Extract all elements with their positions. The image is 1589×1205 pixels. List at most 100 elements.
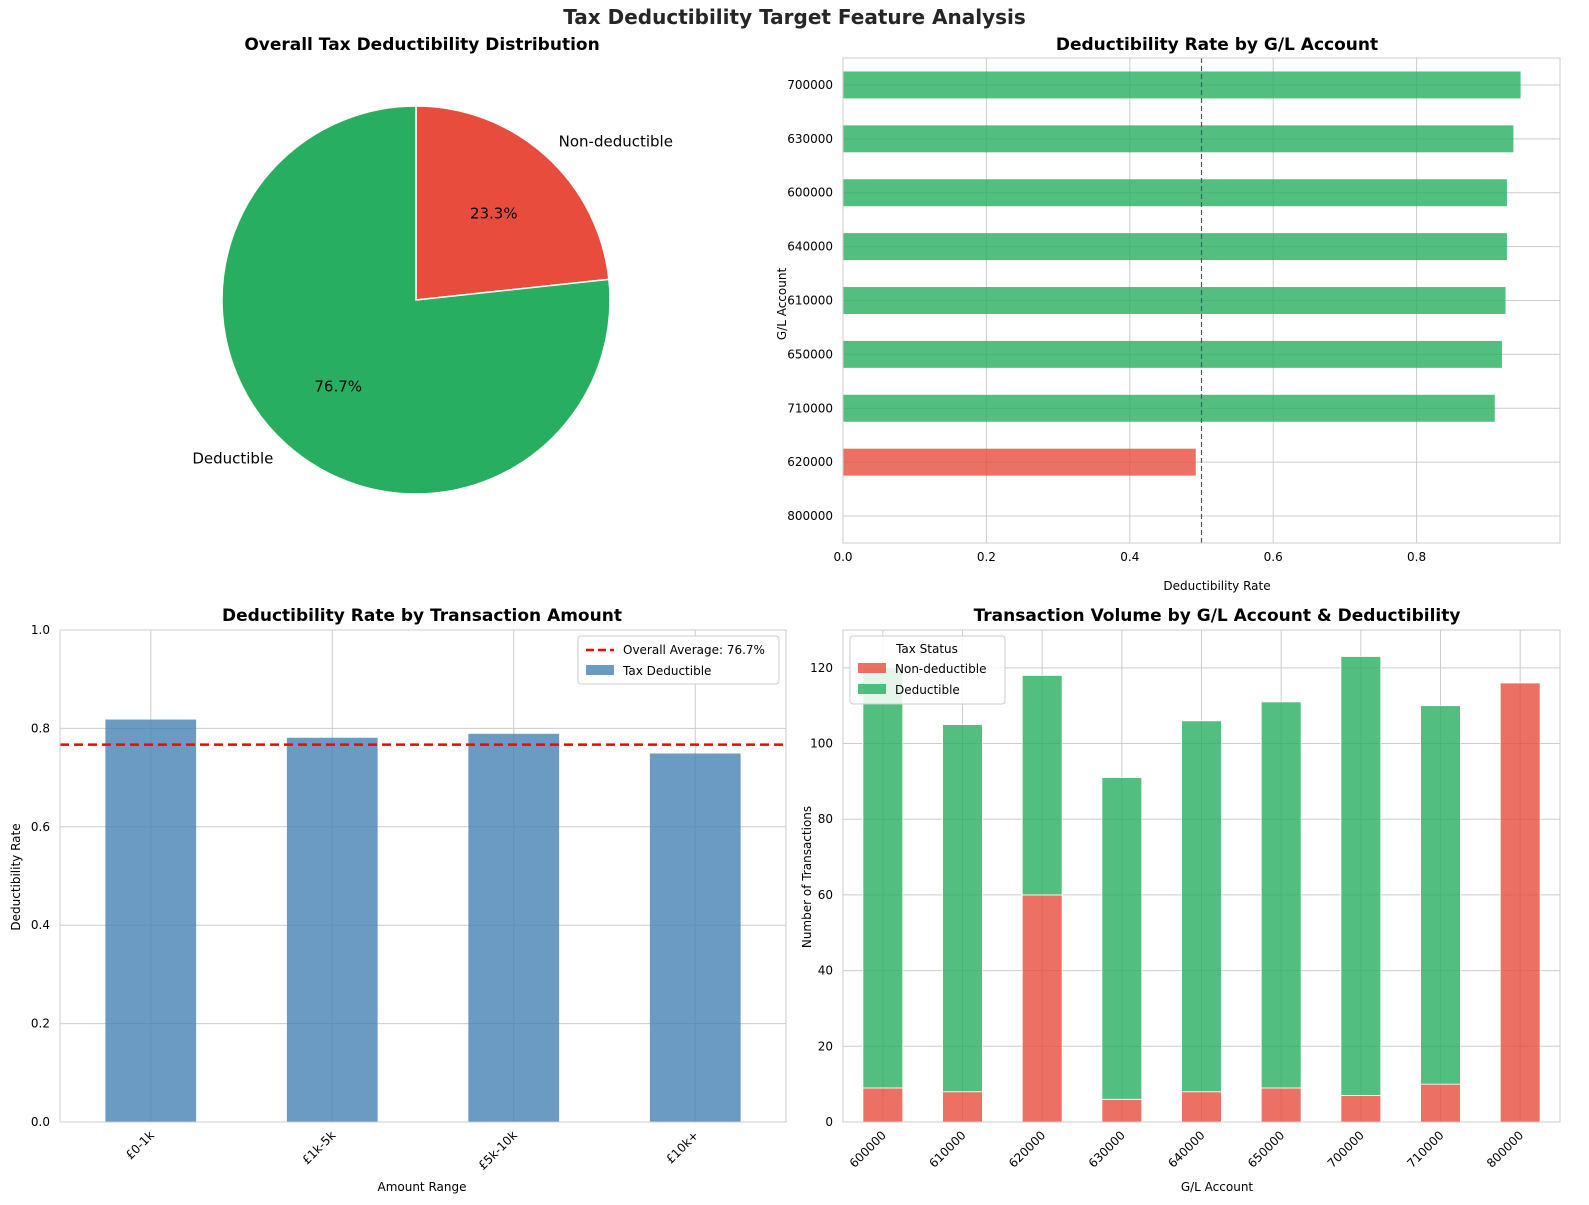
gl-rate-ylabel: G/L Account bbox=[775, 268, 789, 341]
volume-ytick-label: 120 bbox=[810, 661, 833, 675]
amount-xtick-label: £1k-5k bbox=[299, 1128, 338, 1167]
amount-bar bbox=[649, 753, 741, 1122]
gl-rate-ytick-label: 700000 bbox=[787, 78, 833, 92]
volume-ytick-label: 40 bbox=[818, 964, 833, 978]
gl-rate-bar-700000 bbox=[843, 71, 1521, 99]
amount-legend-bar-swatch bbox=[586, 665, 614, 675]
volume-ylabel: Number of Transactions bbox=[800, 806, 814, 948]
gl-rate-bar-710000 bbox=[843, 394, 1495, 422]
volume-xtick-label: 600000 bbox=[847, 1128, 889, 1170]
pie-label-deductible: Deductible bbox=[192, 450, 273, 468]
amount-ytick-label: 0.2 bbox=[31, 1017, 50, 1031]
volume-bar-deductible bbox=[1101, 777, 1143, 1100]
volume-legend-deductible: Deductible bbox=[895, 683, 960, 697]
amount-xtick-label: £0-1k bbox=[123, 1128, 157, 1162]
gl-rate-xtick-label: 0.0 bbox=[833, 550, 852, 564]
pie-chart-title: Overall Tax Deductibility Distribution bbox=[244, 35, 599, 55]
gl-rate-ytick-label: 610000 bbox=[787, 294, 833, 308]
gl-rate-xlabel: Deductibility Rate bbox=[1163, 579, 1270, 593]
gl-rate-frame bbox=[842, 57, 1561, 544]
gl-rate-ytick-label: 710000 bbox=[787, 401, 833, 415]
volume-frame bbox=[842, 629, 1561, 1123]
volume-bar-non-deductible bbox=[1021, 894, 1063, 1123]
amount-ytick-label: 0.8 bbox=[31, 721, 50, 735]
amount-frame bbox=[59, 629, 787, 1123]
gl-rate-ytick-label: 600000 bbox=[787, 186, 833, 200]
volume-bar-non-deductible bbox=[1420, 1083, 1461, 1123]
volume-legend-swatch-deductible bbox=[858, 684, 886, 694]
amount-xtick-label: £5k-10k bbox=[475, 1128, 519, 1172]
volume-bar-deductible bbox=[1021, 675, 1063, 896]
gl-rate-xtick-label: 0.4 bbox=[1120, 550, 1139, 564]
amount-bar bbox=[468, 733, 560, 1122]
gl-rate-chart-title: Deductibility Rate by G/L Account bbox=[1056, 35, 1378, 55]
volume-bar-deductible bbox=[942, 724, 983, 1093]
volume-bar-deductible bbox=[1181, 720, 1222, 1093]
volume-chart-title: Transaction Volume by G/L Account & Dedu… bbox=[974, 606, 1461, 626]
volume-ytick-label: 20 bbox=[818, 1039, 833, 1053]
volume-xtick-label: 610000 bbox=[926, 1128, 968, 1170]
volume-bar-deductible bbox=[862, 667, 904, 1089]
pie-pct-label-0: 23.3% bbox=[470, 204, 518, 222]
volume-xtick-label: 650000 bbox=[1245, 1128, 1287, 1170]
volume-bar-deductible bbox=[1340, 656, 1382, 1096]
volume-xtick-label: 710000 bbox=[1404, 1128, 1446, 1170]
volume-bar-deductible bbox=[1260, 701, 1302, 1089]
volume-bar-deductible bbox=[1420, 705, 1461, 1085]
gl-rate-bar-620000 bbox=[843, 448, 1196, 476]
pie-slice-1 bbox=[221, 105, 611, 495]
pie-pct-label-1: 76.7% bbox=[314, 378, 362, 396]
amount-ytick-label: 1.0 bbox=[31, 623, 50, 637]
amount-xtick-label: £10k+ bbox=[663, 1128, 701, 1166]
volume-bar-non-deductible bbox=[942, 1091, 983, 1123]
volume-bar-non-deductible bbox=[1181, 1091, 1222, 1123]
gl-rate-bar-650000 bbox=[843, 340, 1502, 368]
gl-rate-ytick-label: 650000 bbox=[787, 347, 833, 361]
volume-bar-non-deductible bbox=[1101, 1098, 1143, 1123]
pie-slice-0 bbox=[415, 105, 610, 301]
amount-bar bbox=[105, 719, 197, 1122]
volume-ytick-label: 100 bbox=[810, 737, 833, 751]
amount-ytick-label: 0.0 bbox=[31, 1115, 50, 1129]
amount-ytick-label: 0.6 bbox=[31, 820, 50, 834]
figure-title: Tax Deductibility Target Feature Analysi… bbox=[563, 5, 1026, 29]
volume-xtick-label: 620000 bbox=[1006, 1128, 1048, 1170]
gl-rate-xtick-label: 0.8 bbox=[1407, 550, 1426, 564]
volume-ytick-label: 0 bbox=[825, 1115, 833, 1129]
volume-ytick-label: 60 bbox=[818, 888, 833, 902]
volume-xtick-label: 800000 bbox=[1484, 1128, 1526, 1170]
amount-rate-chart-title: Deductibility Rate by Transaction Amount bbox=[222, 606, 622, 626]
volume-xtick-label: 640000 bbox=[1165, 1128, 1207, 1170]
amount-rate-xlabel: Amount Range bbox=[377, 1180, 466, 1194]
volume-legend-box bbox=[849, 635, 1006, 705]
gl-rate-bar-640000 bbox=[843, 233, 1507, 261]
gl-rate-bar-610000 bbox=[843, 287, 1506, 314]
volume-xtick-label: 630000 bbox=[1086, 1128, 1128, 1170]
gl-rate-ytick-label: 620000 bbox=[787, 455, 833, 469]
amount-ytick-label: 0.4 bbox=[31, 918, 50, 932]
volume-bar-non-deductible bbox=[1340, 1095, 1382, 1123]
volume-bar-non-deductible bbox=[1499, 682, 1541, 1123]
volume-xlabel: G/L Account bbox=[1181, 1180, 1254, 1194]
amount-rate-ylabel: Deductibility Rate bbox=[9, 823, 23, 930]
volume-bar-non-deductible bbox=[862, 1087, 904, 1123]
gl-rate-ytick-label: 630000 bbox=[787, 132, 833, 146]
gl-rate-xtick-label: 0.2 bbox=[977, 550, 996, 564]
gl-rate-bar-630000 bbox=[843, 125, 1514, 153]
amount-legend-average: Overall Average: 76.7% bbox=[623, 643, 765, 657]
pie-label-non-deductible: Non-deductible bbox=[559, 132, 673, 150]
volume-legend-non-deductible: Non-deductible bbox=[895, 662, 986, 676]
amount-legend-deductible: Tax Deductible bbox=[622, 664, 711, 678]
volume-xtick-label: 700000 bbox=[1325, 1128, 1367, 1170]
gl-rate-xtick-label: 0.6 bbox=[1264, 550, 1283, 564]
volume-bar-non-deductible bbox=[1260, 1087, 1302, 1123]
volume-legend-title: Tax Status bbox=[895, 642, 958, 656]
amount-legend-box bbox=[577, 635, 780, 685]
volume-legend-swatch-non-deductible bbox=[858, 663, 886, 673]
gl-rate-ytick-label: 800000 bbox=[787, 509, 833, 523]
gl-rate-bar-600000 bbox=[843, 179, 1507, 207]
gl-rate-ytick-label: 640000 bbox=[787, 240, 833, 254]
volume-ytick-label: 80 bbox=[818, 812, 833, 826]
amount-bar bbox=[286, 737, 378, 1122]
